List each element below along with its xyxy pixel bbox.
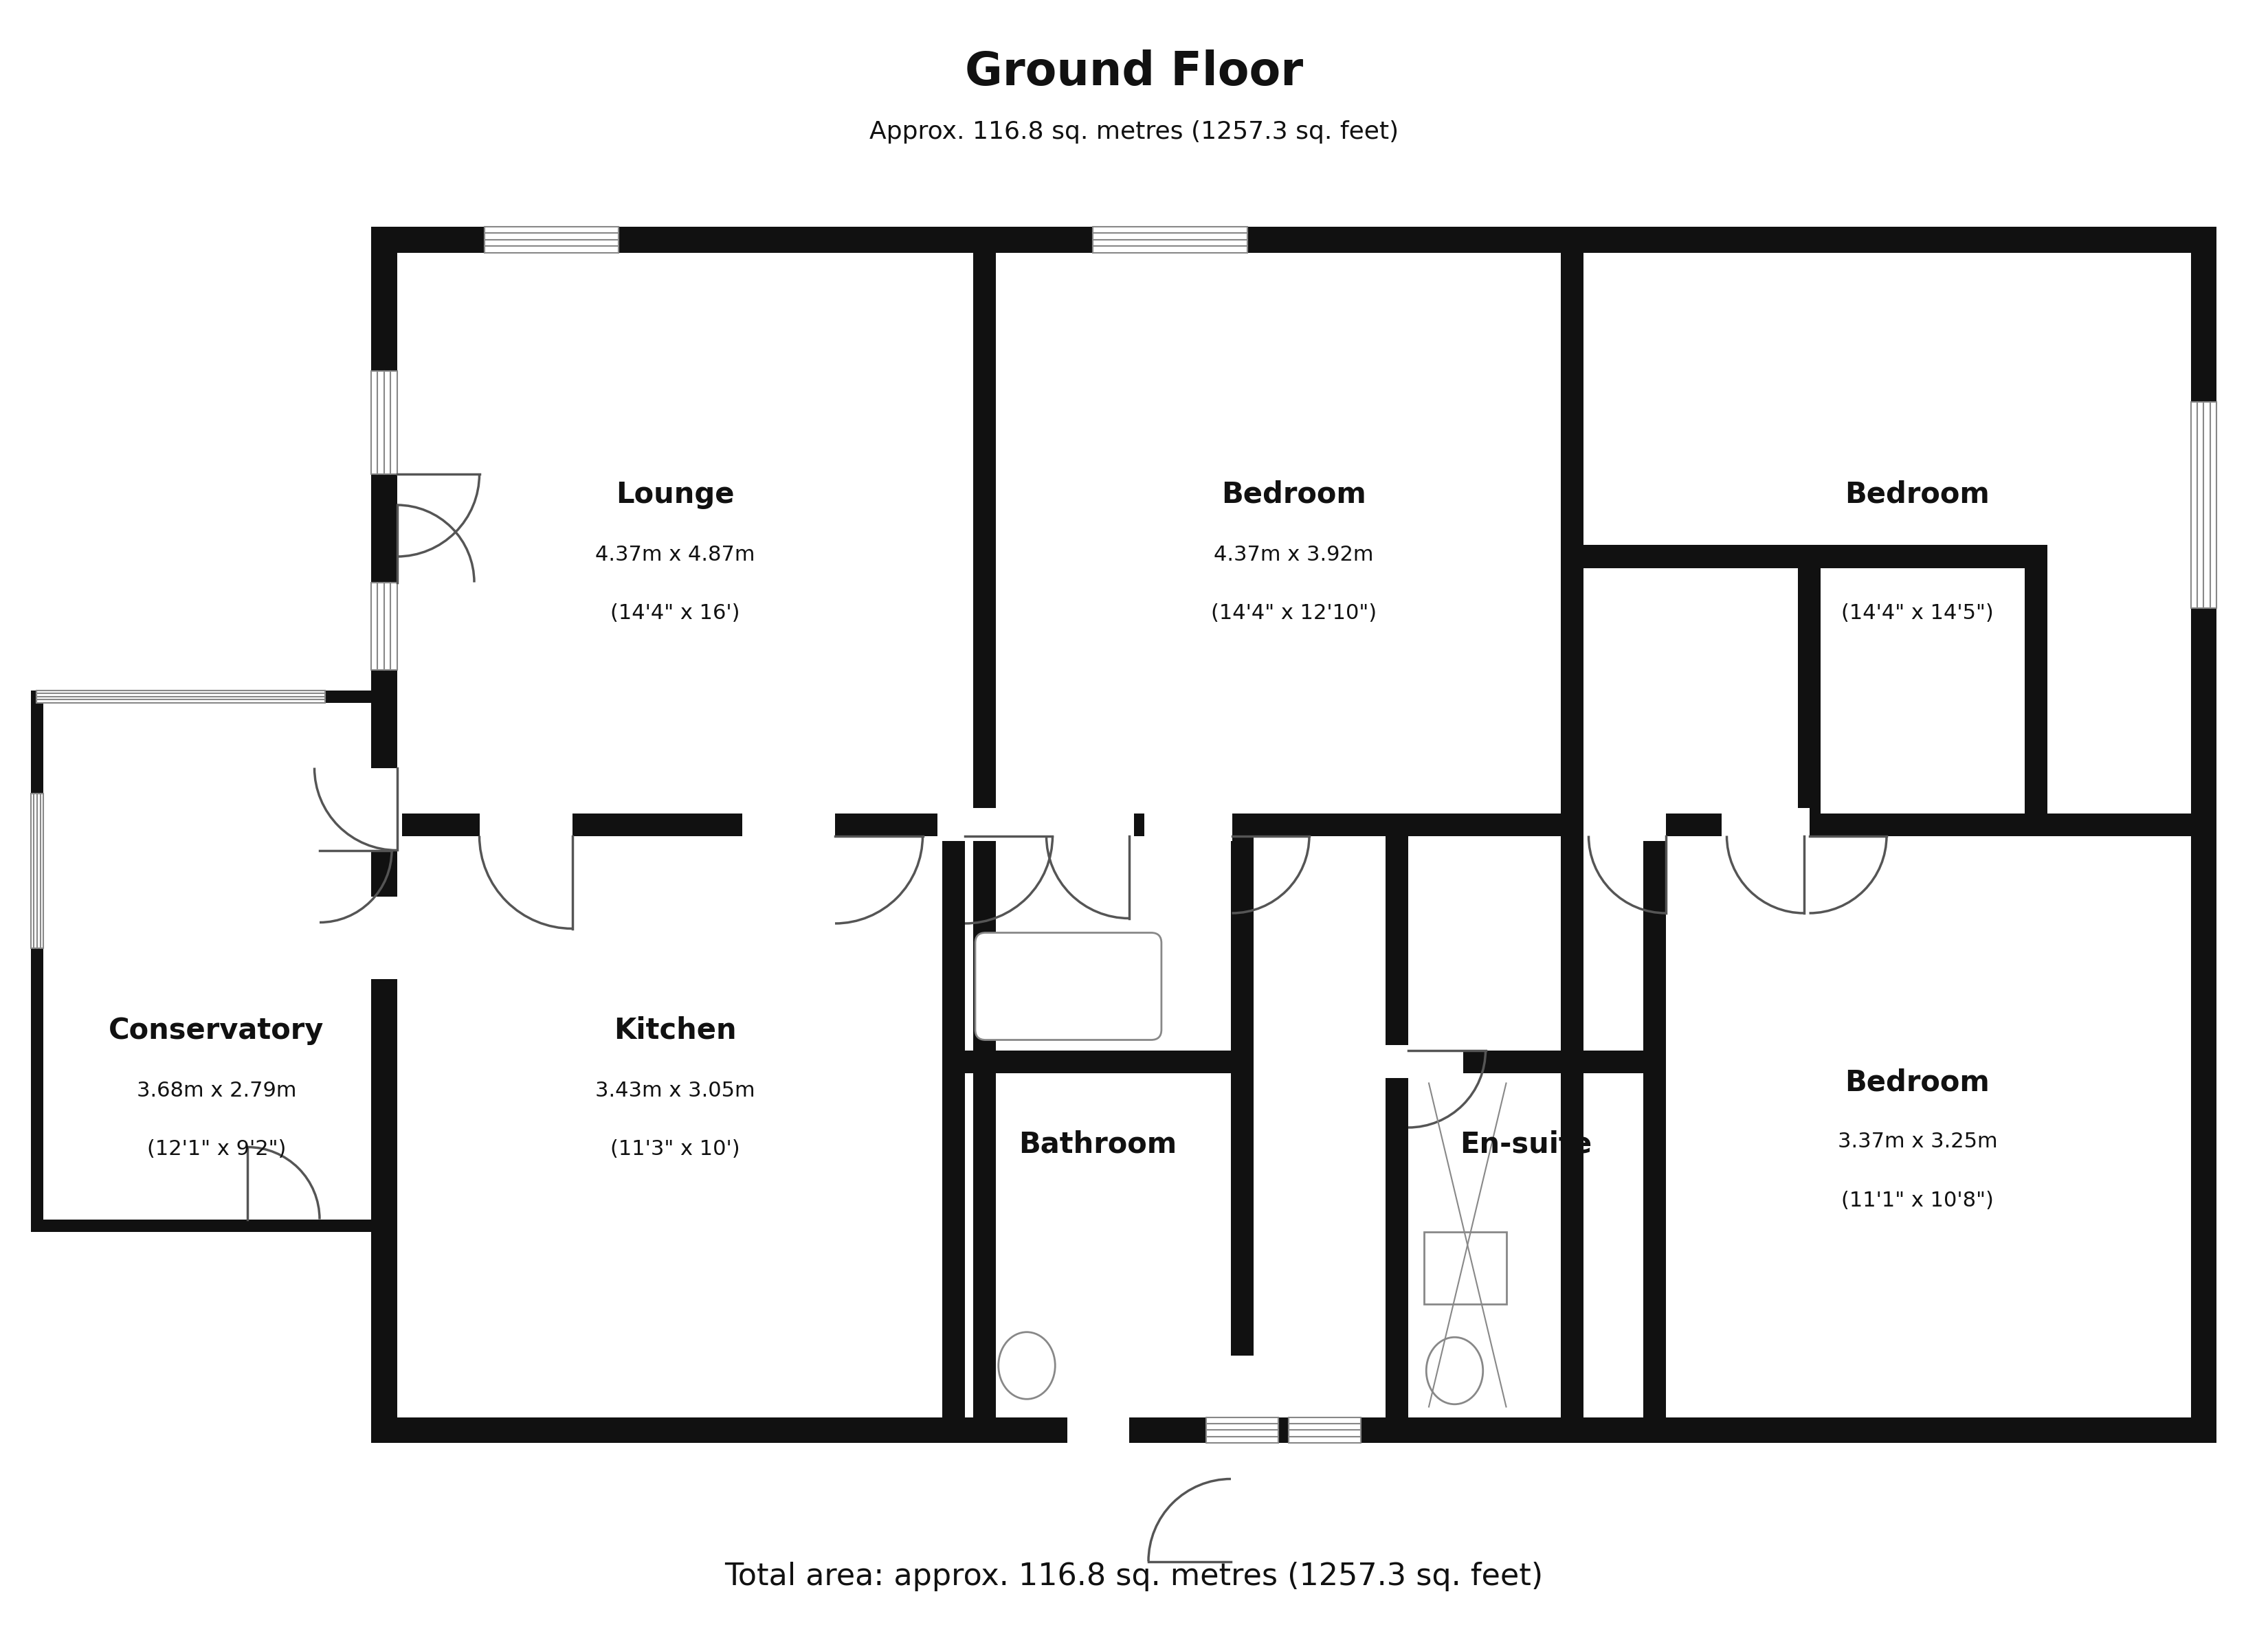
Bar	[372, 768, 401, 851]
Bar	[36, 691, 324, 702]
Text: Bedroom: Bedroom	[1222, 480, 1365, 510]
Bar	[941, 1050, 1254, 1073]
Bar	[485, 226, 619, 252]
Bar	[2025, 567, 2048, 824]
Bar	[1583, 546, 1810, 567]
Bar	[1207, 1412, 1279, 1443]
Text: 3.43m x 3.05m: 3.43m x 3.05m	[594, 1080, 755, 1100]
Text: Conservatory: Conservatory	[109, 1016, 324, 1045]
Ellipse shape	[1427, 1337, 1483, 1405]
Bar	[372, 371, 397, 475]
Bar	[372, 1416, 2216, 1443]
Bar	[1207, 1416, 1279, 1443]
Text: 4.37m x 3.92m: 4.37m x 3.92m	[1213, 544, 1374, 564]
Bar	[1288, 1416, 1361, 1443]
Text: Approx. 116.8 sq. metres (1257.3 sq. feet): Approx. 116.8 sq. metres (1257.3 sq. fee…	[869, 120, 1399, 143]
Bar	[372, 226, 397, 1443]
Bar	[941, 813, 964, 1443]
Text: (11'1" x 10'8"): (11'1" x 10'8")	[1842, 1191, 1994, 1210]
Ellipse shape	[998, 1332, 1055, 1398]
Text: 4.37m x 4.87m: 4.37m x 4.87m	[594, 544, 755, 564]
Text: Bedroom: Bedroom	[1846, 1069, 1989, 1097]
Bar	[1424, 1232, 1506, 1304]
Bar	[937, 808, 1052, 841]
Bar	[372, 582, 401, 669]
Bar	[1386, 1050, 1667, 1073]
Text: (14'4" x 12'10"): (14'4" x 12'10")	[1211, 604, 1377, 623]
Bar	[973, 226, 996, 1443]
Bar	[2191, 402, 2216, 608]
Bar	[32, 793, 43, 948]
Bar	[2191, 402, 2216, 608]
Bar	[1093, 226, 1247, 252]
Bar	[1644, 813, 1667, 1443]
Text: Total area: approx. 116.8 sq. metres (1257.3 sq. feet): Total area: approx. 116.8 sq. metres (12…	[726, 1562, 1542, 1591]
Bar	[1381, 1045, 1463, 1078]
Bar	[1066, 1412, 1129, 1443]
Text: En-suite: En-suite	[1461, 1130, 1592, 1158]
Bar	[372, 226, 2216, 252]
Text: (11'3" x 10'): (11'3" x 10')	[610, 1139, 739, 1159]
Bar	[372, 371, 397, 475]
Bar	[372, 582, 397, 669]
Bar	[479, 808, 572, 841]
Bar	[1799, 546, 2048, 567]
Bar	[32, 1219, 372, 1232]
Bar	[485, 226, 619, 252]
Text: Lounge: Lounge	[617, 480, 735, 510]
Bar	[1721, 808, 1803, 841]
Bar	[1093, 226, 1247, 252]
Bar	[32, 691, 43, 1232]
Text: (12'1" x 9'2"): (12'1" x 9'2")	[147, 1139, 286, 1159]
Text: Bathroom: Bathroom	[1018, 1130, 1177, 1158]
Bar	[1726, 808, 1810, 841]
Bar	[32, 691, 372, 702]
Bar	[32, 793, 43, 948]
Bar	[1207, 1416, 1279, 1443]
Bar	[36, 691, 324, 702]
Bar	[1145, 808, 1232, 841]
Text: (14'4" x 14'5"): (14'4" x 14'5")	[1842, 604, 1994, 623]
Bar	[1560, 226, 1583, 1443]
Bar	[372, 897, 401, 980]
Text: 3.37m x 3.25m: 3.37m x 3.25m	[1837, 1131, 1998, 1153]
Bar	[742, 808, 835, 841]
Text: Ground Floor: Ground Floor	[964, 49, 1304, 94]
Bar	[372, 582, 397, 669]
Text: Bedroom: Bedroom	[1846, 480, 1989, 510]
Bar	[1041, 808, 1134, 841]
Text: Kitchen: Kitchen	[615, 1016, 737, 1045]
Text: 3.68m x 2.79m: 3.68m x 2.79m	[136, 1080, 297, 1100]
Bar	[1583, 808, 1667, 841]
Bar	[2191, 226, 2216, 1443]
FancyBboxPatch shape	[975, 933, 1161, 1041]
Text: 4.37m x 4.40m: 4.37m x 4.40m	[1837, 544, 1998, 564]
Text: (14'4" x 16'): (14'4" x 16')	[610, 604, 739, 623]
Bar	[1799, 567, 1821, 824]
Bar	[372, 813, 2216, 836]
Bar	[1225, 1355, 1259, 1443]
Bar	[372, 371, 401, 475]
Bar	[1288, 1416, 1361, 1443]
Bar	[1232, 813, 1254, 1443]
Bar	[1288, 1412, 1361, 1443]
Bar	[1386, 813, 1408, 1443]
